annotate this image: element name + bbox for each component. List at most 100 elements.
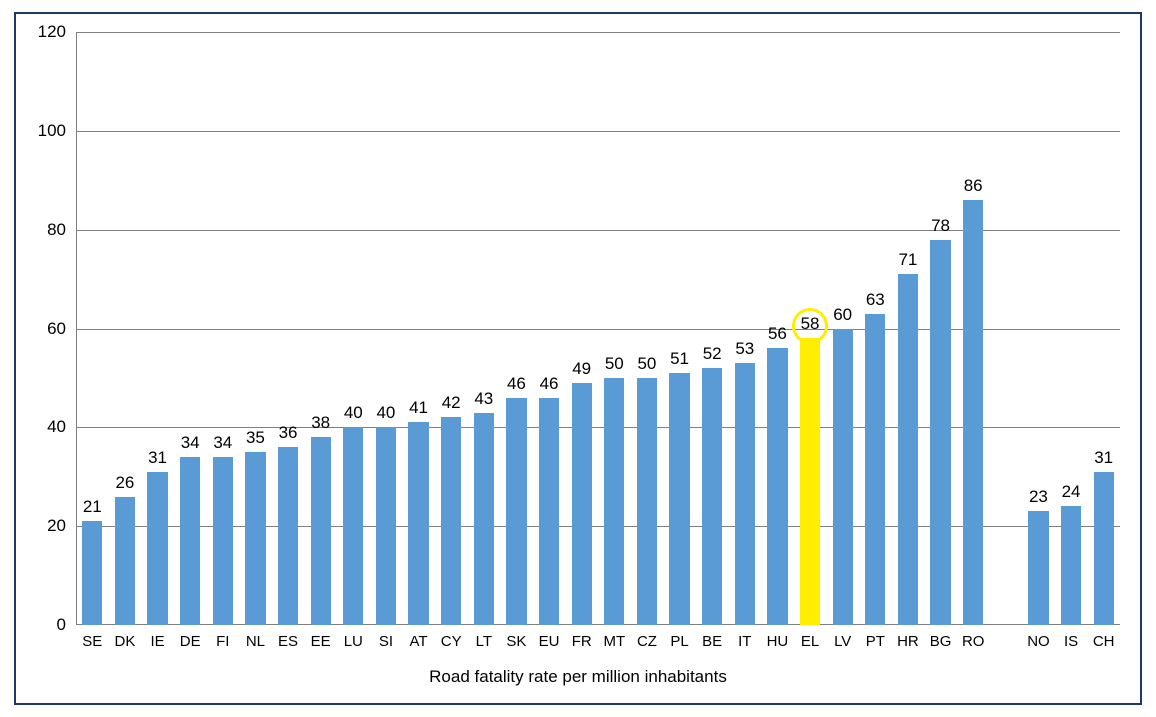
x-tick-label: HU <box>767 633 789 650</box>
x-tick-label: HR <box>897 633 919 650</box>
x-tick-label: IT <box>738 633 751 650</box>
bar-be <box>702 368 722 625</box>
bar-value-label: 36 <box>279 423 298 443</box>
y-tick-label: 120 <box>38 22 66 42</box>
bar-value-label: 21 <box>83 497 102 517</box>
x-tick-label: AT <box>410 633 428 650</box>
x-tick-label: CH <box>1093 633 1115 650</box>
bar-si <box>376 427 396 625</box>
bar-value-label: 46 <box>507 374 526 394</box>
bar-value-label: 78 <box>931 216 950 236</box>
x-tick-label: EL <box>801 633 819 650</box>
bar-lv <box>833 329 853 626</box>
bar-value-label: 34 <box>181 433 200 453</box>
bar-de <box>180 457 200 625</box>
x-tick-label: CZ <box>637 633 657 650</box>
x-tick-label: SE <box>82 633 102 650</box>
bar-value-label: 43 <box>474 389 493 409</box>
x-tick-label: LU <box>344 633 363 650</box>
x-tick-label: EU <box>539 633 560 650</box>
x-tick-label: NO <box>1027 633 1050 650</box>
bar-value-label: 41 <box>409 398 428 418</box>
x-tick-label: DE <box>180 633 201 650</box>
bar-dk <box>115 497 135 625</box>
y-tick-label: 80 <box>47 220 66 240</box>
bar-fi <box>213 457 233 625</box>
x-tick-label: LV <box>834 633 851 650</box>
plot-area: 21 26 31 34 34 35 36 38 40 40 41 42 43 46 46 49 50 50 51 52… <box>76 32 1120 625</box>
x-tick-label: NL <box>246 633 265 650</box>
bar-is <box>1061 506 1081 625</box>
x-tick-label: IS <box>1064 633 1078 650</box>
chart-frame: 21 26 31 34 34 35 36 38 40 40 41 42 43 46 46 49 50 50 51 52… <box>0 0 1156 717</box>
x-tick-label: CY <box>441 633 462 650</box>
bar-it <box>735 363 755 625</box>
bar-value-label: 24 <box>1062 482 1081 502</box>
bar-ie <box>147 472 167 625</box>
bar-value-label: 40 <box>344 403 363 423</box>
y-axis-line <box>76 32 77 625</box>
bar-eu <box>539 398 559 625</box>
bar-es <box>278 447 298 625</box>
bar-value-label: 50 <box>605 354 624 374</box>
bar-value-label: 40 <box>376 403 395 423</box>
gridline <box>76 32 1120 33</box>
bar-se <box>82 521 102 625</box>
x-tick-label: PL <box>670 633 688 650</box>
x-tick-label: FI <box>216 633 229 650</box>
x-tick-label: LT <box>476 633 492 650</box>
x-tick-label: DK <box>115 633 136 650</box>
bar-sk <box>506 398 526 625</box>
y-tick-label: 100 <box>38 121 66 141</box>
y-tick-label: 0 <box>57 615 66 635</box>
bar-pl <box>669 373 689 625</box>
bar-at <box>408 422 428 625</box>
bar-ro <box>963 200 983 625</box>
highlight-ring <box>792 308 828 344</box>
bar-value-label: 53 <box>735 339 754 359</box>
x-tick-label: BG <box>930 633 952 650</box>
bar-value-label: 46 <box>540 374 559 394</box>
bar-pt <box>865 314 885 625</box>
bar-el <box>800 338 820 625</box>
bar-value-label: 42 <box>442 393 461 413</box>
bar-value-label: 38 <box>311 413 330 433</box>
bar-value-label: 35 <box>246 428 265 448</box>
bar-value-label: 51 <box>670 349 689 369</box>
x-tick-label: EE <box>311 633 331 650</box>
bar-no <box>1028 511 1048 625</box>
gridline <box>76 131 1120 132</box>
bar-cz <box>637 378 657 625</box>
bar-bg <box>930 240 950 625</box>
bar-ch <box>1094 472 1114 625</box>
bar-value-label: 52 <box>703 344 722 364</box>
bar-value-label: 31 <box>1094 448 1113 468</box>
bar-value-label: 31 <box>148 448 167 468</box>
x-tick-label: BE <box>702 633 722 650</box>
bar-value-label: 56 <box>768 324 787 344</box>
bar-value-label: 60 <box>833 305 852 325</box>
bar-value-label: 49 <box>572 359 591 379</box>
y-tick-label: 20 <box>47 516 66 536</box>
bar-cy <box>441 417 461 625</box>
x-tick-label: PT <box>866 633 885 650</box>
x-tick-label: SI <box>379 633 393 650</box>
bar-lu <box>343 427 363 625</box>
bar-value-label: 26 <box>115 473 134 493</box>
x-tick-label: IE <box>150 633 164 650</box>
bar-mt <box>604 378 624 625</box>
bar-value-label: 34 <box>213 433 232 453</box>
bar-value-label: 86 <box>964 176 983 196</box>
x-tick-label: FR <box>572 633 592 650</box>
bar-fr <box>572 383 592 625</box>
x-axis-title: Road fatality rate per million inhabitan… <box>16 667 1140 687</box>
bar-nl <box>245 452 265 625</box>
x-tick-label: SK <box>506 633 526 650</box>
chart-container: 21 26 31 34 34 35 36 38 40 40 41 42 43 46 46 49 50 50 51 52… <box>14 12 1142 705</box>
x-tick-label: MT <box>603 633 625 650</box>
bar-ee <box>311 437 331 625</box>
bar-lt <box>474 413 494 625</box>
bar-value-label: 50 <box>637 354 656 374</box>
x-tick-label: RO <box>962 633 985 650</box>
bar-value-label: 63 <box>866 290 885 310</box>
